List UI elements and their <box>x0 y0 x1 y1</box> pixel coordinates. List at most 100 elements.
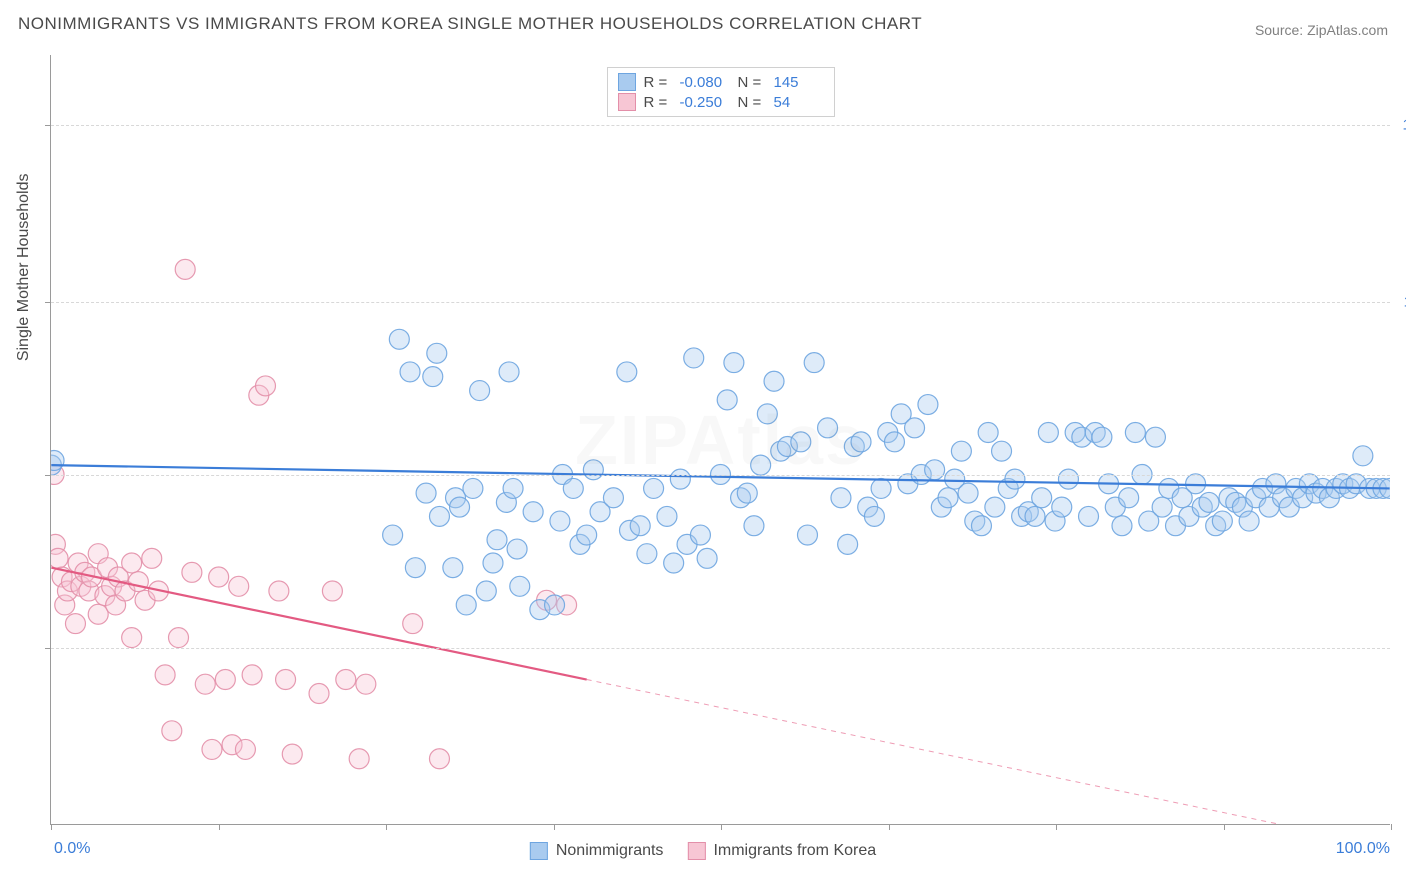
scatter-point <box>670 469 690 489</box>
scatter-point <box>818 418 838 438</box>
scatter-point <box>717 390 737 410</box>
scatter-point <box>797 525 817 545</box>
swatch-pink <box>618 93 636 111</box>
scatter-point <box>51 548 68 568</box>
scatter-point <box>1353 446 1373 466</box>
scatter-point <box>804 353 824 373</box>
scatter-point <box>336 670 356 690</box>
x-axis-min-label: 0.0% <box>54 840 90 858</box>
scatter-point <box>276 670 296 690</box>
scatter-point <box>423 367 443 387</box>
scatter-point <box>450 497 470 517</box>
legend-row-pink: R = -0.250 N = 54 <box>618 92 824 112</box>
scatter-point <box>122 628 142 648</box>
scatter-point <box>169 628 189 648</box>
scatter-point <box>499 362 519 382</box>
scatter-point <box>507 539 527 559</box>
scatter-point <box>389 329 409 349</box>
scatter-point <box>242 665 262 685</box>
y-tick-label: 11.2% <box>1395 294 1406 311</box>
scatter-point <box>209 567 229 587</box>
y-tick-label: 3.8% <box>1395 639 1406 656</box>
scatter-point <box>400 362 420 382</box>
scatter-point <box>463 478 483 498</box>
scatter-point <box>128 572 148 592</box>
scatter-point <box>617 362 637 382</box>
scatter-point <box>550 511 570 531</box>
scatter-point <box>487 530 507 550</box>
scatter-point <box>851 432 871 452</box>
scatter-point <box>202 739 222 759</box>
scatter-point <box>791 432 811 452</box>
scatter-point <box>577 525 597 545</box>
scatter-point <box>1112 516 1132 536</box>
legend-label: Immigrants from Korea <box>713 842 876 860</box>
n-value-pink: 54 <box>774 94 824 111</box>
scatter-point <box>871 478 891 498</box>
scatter-point <box>142 548 162 568</box>
scatter-point <box>51 450 64 470</box>
scatter-point <box>664 553 684 573</box>
scatter-point <box>427 343 447 363</box>
scatter-point <box>951 441 971 461</box>
scatter-point <box>684 348 704 368</box>
scatter-point <box>637 544 657 564</box>
scatter-point <box>603 488 623 508</box>
scatter-point <box>88 604 108 624</box>
scatter-point <box>1052 497 1072 517</box>
scatter-point <box>764 371 784 391</box>
y-tick-label: 7.5% <box>1395 467 1406 484</box>
scatter-point <box>978 423 998 443</box>
x-axis-max-label: 100.0% <box>1336 840 1390 858</box>
scatter-point <box>545 595 565 615</box>
r-label: R = <box>644 74 672 91</box>
scatter-point <box>429 749 449 769</box>
scatter-point <box>65 614 85 634</box>
scatter-point <box>476 581 496 601</box>
series-legend: Nonimmigrants Immigrants from Korea <box>530 842 876 860</box>
scatter-point <box>1199 492 1219 512</box>
scatter-point <box>697 548 717 568</box>
scatter-point <box>405 558 425 578</box>
scatter-point <box>958 483 978 503</box>
scatter-point <box>1239 511 1259 531</box>
scatter-point <box>309 684 329 704</box>
scatter-point <box>737 483 757 503</box>
scatter-point <box>918 395 938 415</box>
scatter-point <box>403 614 423 634</box>
scatter-point <box>256 376 276 396</box>
scatter-point <box>483 553 503 573</box>
scatter-point <box>925 460 945 480</box>
scatter-point <box>657 506 677 526</box>
scatter-point <box>229 576 249 596</box>
scatter-point <box>644 478 664 498</box>
scatter-point <box>429 506 449 526</box>
scatter-point <box>235 739 255 759</box>
scatter-point <box>416 483 436 503</box>
scatter-point <box>1186 474 1206 494</box>
r-label: R = <box>644 94 672 111</box>
scatter-point <box>690 525 710 545</box>
chart-title: NONIMMIGRANTS VS IMMIGRANTS FROM KOREA S… <box>18 14 922 34</box>
swatch-pink <box>687 842 705 860</box>
scatter-point <box>349 749 369 769</box>
scatter-point <box>510 576 530 596</box>
y-axis-label: Single Mother Households <box>15 173 33 361</box>
scatter-point <box>985 497 1005 517</box>
scatter-point <box>744 516 764 536</box>
scatter-point <box>1145 427 1165 447</box>
scatter-point <box>992 441 1012 461</box>
scatter-point <box>456 595 476 615</box>
scatter-point <box>175 259 195 279</box>
legend-item-immigrants: Immigrants from Korea <box>687 842 876 860</box>
scatter-point <box>443 558 463 578</box>
scatter-point <box>971 516 991 536</box>
scatter-point <box>195 674 215 694</box>
plot-area: ZIPAtlas R = -0.080 N = 145 R = -0.250 N… <box>50 55 1390 825</box>
scatter-svg <box>51 55 1390 824</box>
scatter-point <box>356 674 376 694</box>
swatch-blue <box>618 73 636 91</box>
scatter-point <box>838 534 858 554</box>
source-label: Source: ZipAtlas.com <box>1255 22 1388 38</box>
n-value-blue: 145 <box>774 74 824 91</box>
